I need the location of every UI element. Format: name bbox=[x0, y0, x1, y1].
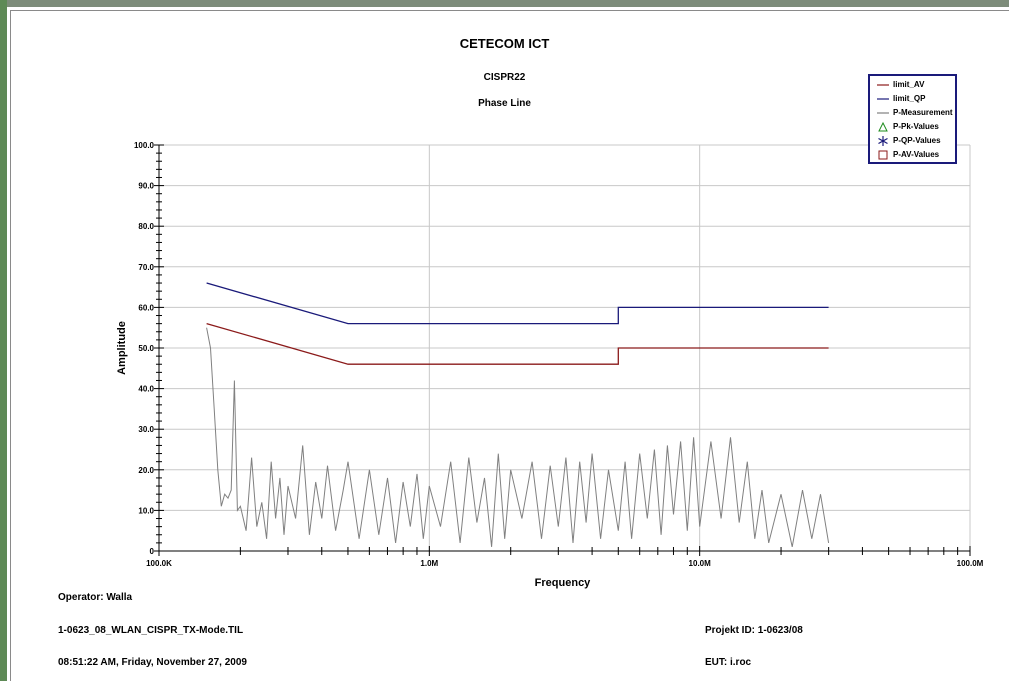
legend-triangle-icon bbox=[878, 121, 888, 132]
chart-series bbox=[206, 282, 830, 548]
page-border-top bbox=[10, 10, 1009, 11]
report-title: CETECOM ICT bbox=[459, 36, 550, 51]
legend-line-icon bbox=[877, 98, 889, 100]
legend-square-icon bbox=[878, 150, 888, 160]
series-limit-qp bbox=[206, 282, 829, 325]
emission-chart: 0 10.0 20.0 30.0 40.0 50.0 60.0 70.0 80.0 90.0 100… bbox=[116, 141, 984, 589]
legend-label: P-QP-Values bbox=[893, 136, 941, 145]
legend-item: P-Measurement bbox=[870, 107, 990, 119]
y-tick-label: 20.0 bbox=[138, 466, 154, 475]
x-tick-label: 10.0M bbox=[689, 559, 712, 568]
chart-axes bbox=[154, 144, 971, 556]
y-tick-label: 100.0 bbox=[134, 141, 155, 150]
series-p-measurement bbox=[206, 327, 830, 548]
project-id-label: Projekt ID: 1-0623/08 bbox=[705, 625, 803, 636]
y-tick-label: 0 bbox=[150, 547, 155, 556]
operator-label: Operator: Walla bbox=[58, 592, 133, 603]
y-tick-label: 50.0 bbox=[138, 344, 154, 353]
legend-triangle-swatch bbox=[878, 121, 888, 132]
x-tick-label: 1.0M bbox=[420, 559, 438, 568]
legend-line-icon bbox=[877, 84, 889, 86]
legend-label: P-Measurement bbox=[893, 108, 953, 117]
y-tick-label: 80.0 bbox=[138, 222, 154, 231]
eut-label: EUT: i.roc bbox=[705, 657, 752, 668]
report-subtitle-phase: Phase Line bbox=[478, 98, 531, 109]
x-tick-label: 100.0M bbox=[957, 559, 984, 568]
legend-item: P-AV-Values bbox=[870, 149, 990, 161]
legend-line-icon bbox=[877, 112, 889, 114]
chart-labels: 0 10.0 20.0 30.0 40.0 50.0 60.0 70.0 80.0 90.0 100… bbox=[116, 141, 984, 589]
legend-label: P-AV-Values bbox=[893, 150, 940, 159]
legend-item: limit_AV bbox=[870, 79, 990, 91]
legend-square-swatch bbox=[878, 150, 888, 160]
legend-label: limit_QP bbox=[893, 94, 926, 103]
y-tick-label: 30.0 bbox=[138, 425, 154, 434]
legend-item: P-QP-Values bbox=[870, 135, 990, 147]
x-axis-label: Frequency bbox=[535, 577, 592, 589]
window-frame-left bbox=[0, 0, 7, 681]
y-tick-label: 90.0 bbox=[138, 182, 154, 191]
legend-asterisk-icon bbox=[878, 136, 888, 146]
y-tick-label: 10.0 bbox=[138, 506, 154, 515]
y-tick-label: 40.0 bbox=[138, 385, 154, 394]
y-tick-label: 60.0 bbox=[138, 303, 154, 312]
legend-asterisk-swatch bbox=[878, 136, 888, 146]
y-tick-label: 70.0 bbox=[138, 263, 154, 272]
legend-label: limit_AV bbox=[893, 80, 925, 89]
page-border-left bbox=[10, 10, 11, 681]
file-name-label: 1-0623_08_WLAN_CISPR_TX-Mode.TIL bbox=[58, 625, 244, 636]
series-limit-av bbox=[206, 322, 829, 365]
legend-label: P-Pk-Values bbox=[893, 122, 939, 131]
x-tick-label: 100.0K bbox=[146, 559, 172, 568]
legend-item: P-Pk-Values bbox=[870, 121, 990, 133]
y-axis-label: Amplitude bbox=[116, 321, 128, 375]
date-time-label: 08:51:22 AM, Friday, November 27, 2009 bbox=[58, 657, 247, 668]
window-frame-top bbox=[0, 0, 1009, 7]
chart-legend: limit_AV limit_QP P-Measurement P-Pk-Values… bbox=[868, 74, 957, 164]
report-subtitle: CISPR22 bbox=[483, 72, 526, 83]
legend-item: limit_QP bbox=[870, 93, 990, 105]
